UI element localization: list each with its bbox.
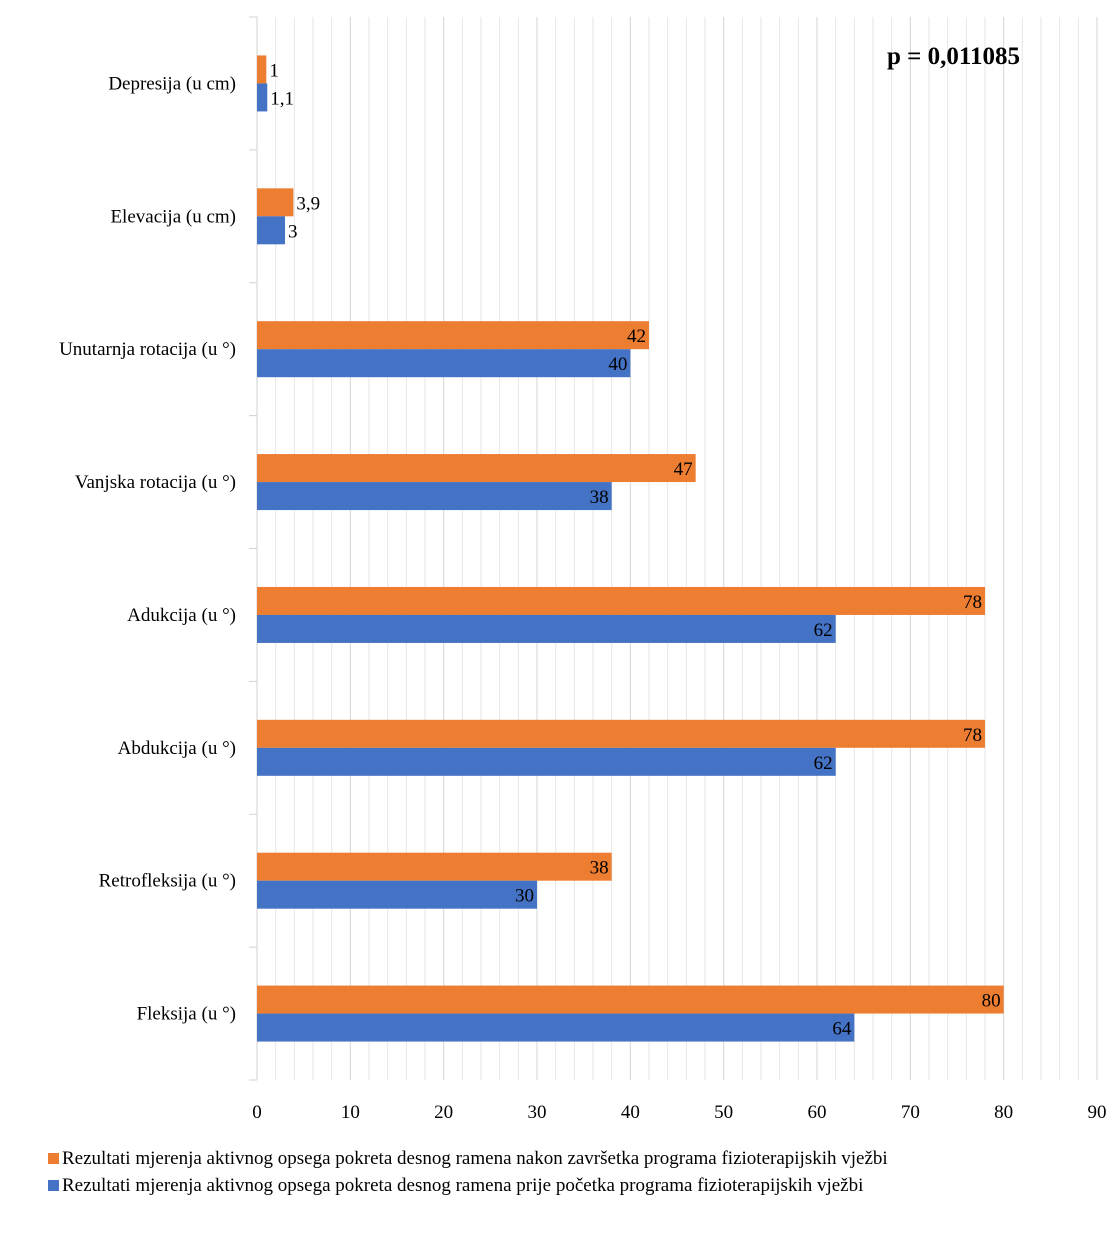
bar-before (257, 614, 836, 643)
category-label: Abdukcija (u °) (118, 738, 236, 759)
bar-value-label: 62 (814, 620, 833, 641)
bar-value-label: 30 (515, 886, 534, 907)
bars (257, 55, 1004, 1042)
bar-value-label: 38 (590, 858, 609, 879)
bar-value-label: 64 (832, 1019, 852, 1040)
bar-value-label: 80 (982, 991, 1001, 1012)
bar-value-label: 62 (814, 753, 833, 774)
legend-swatch-blue (48, 1180, 59, 1191)
legend-swatch-orange (48, 1153, 59, 1164)
bar-after (257, 852, 612, 881)
legend-label-before: Rezultati mjerenja aktivnog opsega pokre… (62, 1175, 864, 1196)
x-tick-label: 60 (808, 1102, 827, 1123)
x-tick-label: 20 (434, 1102, 453, 1123)
bar-after (257, 586, 985, 615)
bar-after (257, 719, 985, 748)
bar-before (257, 83, 268, 112)
category-label: Retrofleksija (u °) (99, 871, 236, 892)
bar-before (257, 1013, 855, 1042)
bar-after (257, 188, 294, 217)
category-label: Elevacija (u cm) (110, 206, 236, 227)
category-label: Fleksija (u °) (137, 1004, 236, 1025)
legend: Rezultati mjerenja aktivnog opsega pokre… (48, 1147, 1108, 1201)
bar-before (257, 349, 631, 378)
category-label: Depresija (u cm) (108, 73, 236, 94)
category-label: Adukcija (u °) (127, 605, 236, 626)
category-label: Vanjska rotacija (u °) (75, 472, 236, 493)
bar-value-label: 3 (288, 221, 298, 242)
x-tick-label: 10 (341, 1102, 360, 1123)
bar-value-label: 42 (627, 326, 646, 347)
bar-value-label: 1,1 (270, 88, 294, 109)
bar-after (257, 55, 267, 84)
bar-after (257, 454, 696, 483)
x-tick-labels: 0 10 20 30 40 50 60 70 80 90 (252, 1102, 1106, 1123)
bar-before (257, 216, 285, 245)
x-tick-label: 0 (252, 1102, 262, 1123)
bar-after (257, 985, 1004, 1014)
bar-before (257, 880, 537, 909)
bar-after (257, 321, 649, 350)
bar-value-label: 38 (590, 487, 609, 508)
axes (249, 16, 258, 1081)
x-tick-label: 80 (994, 1102, 1013, 1123)
legend-item-before: Rezultati mjerenja aktivnog opsega pokre… (48, 1174, 1108, 1197)
bar-value-label: 1 (269, 60, 279, 81)
bar-before (257, 482, 612, 511)
legend-label-after: Rezultati mjerenja aktivnog opsega pokre… (62, 1148, 888, 1169)
x-tick-label: 30 (528, 1102, 547, 1123)
bar-value-label: 47 (674, 459, 693, 480)
bar-before (257, 747, 836, 776)
x-tick-label: 70 (901, 1102, 920, 1123)
x-tick-label: 50 (714, 1102, 733, 1123)
category-labels: Depresija (u cm) Elevacija (u cm) Unutarnj… (59, 73, 236, 1024)
bar-value-label: 78 (963, 592, 982, 613)
bar-value-label: 78 (963, 725, 982, 746)
bar-value-label: 3,9 (296, 193, 320, 214)
grid-lines (275, 17, 1098, 1080)
category-label: Unutarnja rotacija (u °) (59, 339, 236, 360)
bar-value-label: 40 (608, 354, 627, 375)
p-value-annotation: p = 0,011085 (887, 43, 1020, 70)
legend-item-after: Rezultati mjerenja aktivnog opsega pokre… (48, 1147, 1108, 1170)
x-tick-label: 40 (621, 1102, 640, 1123)
x-tick-label: 90 (1088, 1102, 1107, 1123)
